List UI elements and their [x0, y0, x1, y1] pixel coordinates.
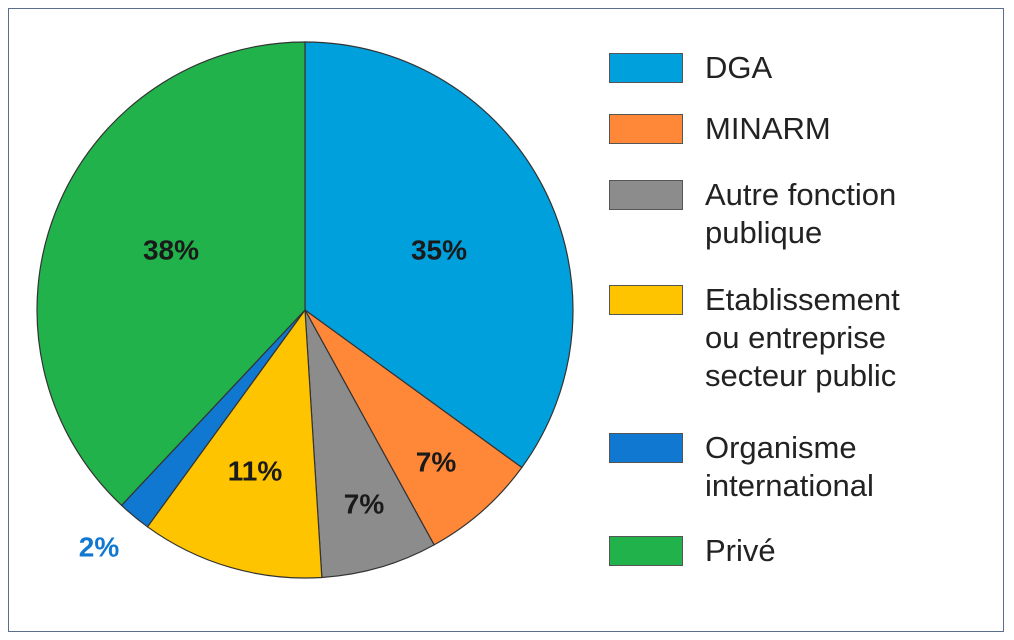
pie-slice-1 — [304, 309, 523, 546]
slice-label-1: 7% — [416, 446, 457, 477]
pie-slice-0 — [304, 41, 574, 469]
legend-label-4: Organisme international — [705, 430, 874, 503]
slice-label-4: 2% — [79, 531, 120, 562]
legend-label-5: Privé — [705, 533, 776, 568]
legend-label-3: Etablissement ou entreprise secteur publ… — [705, 282, 900, 393]
legend-swatch-0 — [609, 53, 683, 83]
legend-item-2: Autre fonction publique — [609, 177, 896, 252]
chart-frame: 35% 7% 7% 11% 2% 38% DGA MINARM Autre fonction … — [8, 8, 1004, 632]
legend-swatch-2 — [609, 180, 683, 210]
pie-slice-2 — [304, 309, 435, 579]
pie-slice-5 — [36, 41, 306, 507]
slice-label-3: 11% — [228, 455, 283, 486]
pie-chart: 35% 7% 7% 11% 2% 38% — [36, 41, 574, 579]
legend-item-1: MINARM — [609, 111, 831, 148]
pie-slice-3 — [146, 308, 323, 579]
legend-label-2: Autre fonction publique — [705, 177, 897, 250]
legend-item-5: Privé — [609, 533, 776, 570]
legend-swatch-4 — [609, 433, 683, 463]
legend-item-4: Organisme international — [609, 430, 874, 505]
legend-item-0: DGA — [609, 50, 772, 87]
legend-label-1: MINARM — [705, 111, 831, 146]
slice-label-2: 7% — [344, 488, 385, 519]
legend-swatch-1 — [609, 114, 683, 144]
slice-label-0: 35% — [411, 234, 467, 265]
legend-item-3: Etablissement ou entreprise secteur publ… — [609, 282, 900, 395]
slice-label-5: 38% — [143, 234, 199, 265]
legend-swatch-3 — [609, 285, 683, 315]
legend-swatch-5 — [609, 536, 683, 566]
legend-label-0: DGA — [705, 50, 773, 85]
